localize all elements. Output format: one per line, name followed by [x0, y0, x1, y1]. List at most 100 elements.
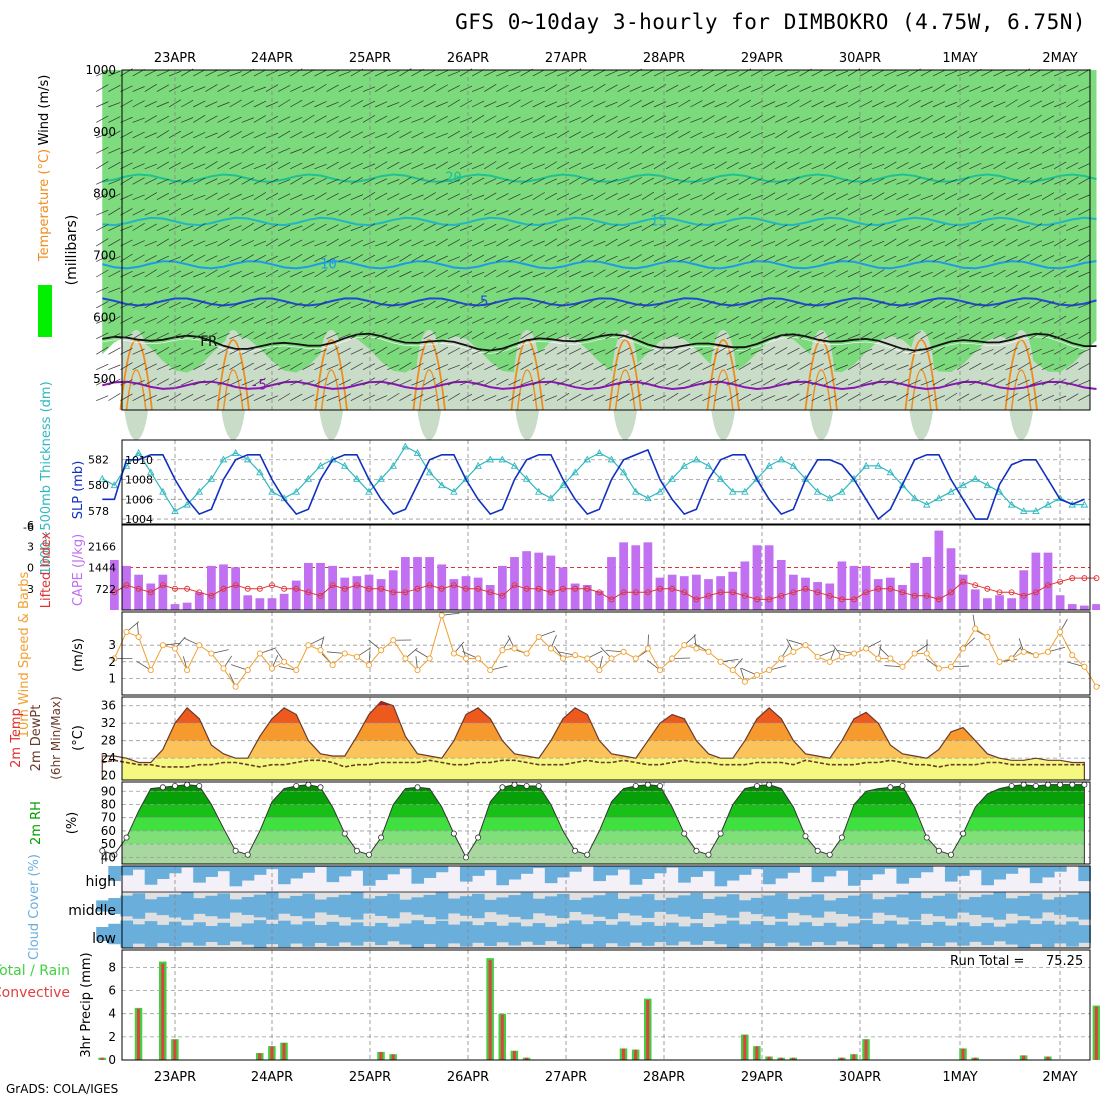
wind-barb [459, 302, 473, 309]
wind-barb [520, 254, 533, 262]
wind-barb [435, 178, 448, 185]
wind-barb [593, 377, 606, 386]
cloud-middle-bar [1005, 898, 1019, 914]
wind-barb [205, 332, 218, 340]
wind-barb [702, 163, 715, 170]
li-point [196, 589, 203, 596]
wind-barb [314, 132, 327, 139]
cloud-low-bar [472, 925, 485, 943]
wind-barb [581, 331, 594, 340]
cloud-low-bar [750, 921, 764, 947]
wind-barb [277, 393, 291, 401]
wind-barb [969, 100, 982, 108]
cape-bar [873, 579, 883, 610]
cloud-middle-bar [641, 894, 655, 918]
wind-barb [193, 114, 206, 123]
cloud-middle-bar [265, 892, 279, 920]
wind-barb [302, 380, 315, 386]
wind-barb [314, 69, 327, 77]
wind-barb [750, 69, 764, 77]
wind-barb [859, 177, 873, 185]
wind-barb [411, 317, 424, 324]
wind10m-point [378, 647, 385, 654]
thickness-point [971, 474, 980, 482]
pressure-tick: 700 [93, 248, 116, 262]
wind-barb [544, 363, 558, 371]
wind-barb [859, 362, 873, 371]
wind-barb [956, 99, 970, 108]
wind-barb [714, 224, 727, 231]
wind-barb [1005, 193, 1018, 201]
cape-bar [934, 530, 944, 610]
wind-barb [896, 99, 909, 108]
wind-barb [520, 271, 533, 278]
wind-barb [253, 115, 267, 123]
wind-barb [944, 224, 958, 231]
wind-barb [993, 301, 1006, 309]
cloud-high-bar [811, 866, 825, 883]
wind-barb [1029, 300, 1043, 309]
wind-barb [217, 364, 230, 371]
thickness-point [631, 487, 640, 495]
wind-barb [374, 301, 388, 309]
cloud-middle-bar [811, 894, 825, 918]
wind-barb [762, 115, 776, 123]
cloud-low-bar [338, 925, 352, 943]
wind-barb [1078, 100, 1091, 108]
wind-barb [799, 394, 812, 401]
wind-barb [290, 99, 303, 108]
wind-barb [205, 223, 218, 231]
wind-barb [1017, 333, 1030, 340]
wind-barb [459, 316, 473, 324]
wind-barb [435, 192, 448, 201]
wind-barb [969, 285, 982, 293]
dewpoint-line [102, 759, 1085, 768]
wind-barb [290, 208, 303, 216]
wind-barb [908, 208, 921, 216]
wind-barb [775, 287, 788, 293]
wind-barb [435, 101, 448, 108]
wind-barb [969, 194, 982, 201]
wind-barb [193, 132, 206, 139]
cloud-low-bar [1029, 924, 1043, 944]
wind-barb [544, 147, 558, 154]
wind-barb [387, 256, 400, 262]
wind-barb [193, 254, 206, 262]
wind-barb [156, 315, 170, 324]
wind-barb [447, 99, 461, 108]
wind-barb [859, 380, 873, 386]
wind-barb [108, 84, 121, 92]
cloud-high-bar [120, 866, 134, 876]
wind10m-point [1081, 663, 1088, 670]
wind-barb [969, 145, 982, 154]
wind-barb [847, 162, 861, 170]
wind-barb [338, 99, 351, 108]
cape-bar [110, 560, 119, 610]
wind-barb [229, 116, 242, 123]
cloud-middle-bar [750, 897, 764, 915]
rh2m-point [159, 784, 166, 791]
wind-barb [981, 377, 994, 386]
isotherm-30 [614, 369, 636, 411]
wind-barb [593, 146, 606, 154]
wind-barb [556, 116, 570, 123]
wind-barb [508, 148, 521, 154]
wind-barb [690, 285, 703, 293]
wind-barb [496, 101, 509, 108]
cape-bar [837, 561, 847, 610]
wind-barb [1078, 285, 1091, 293]
rh2m-unit-label: (%) [65, 812, 80, 835]
thickness-point [728, 487, 737, 495]
wind-barb [981, 363, 994, 371]
cape-bar [534, 552, 544, 610]
wind-barb [617, 393, 630, 401]
wind-barb [1078, 362, 1091, 371]
wind-barb [1041, 395, 1055, 401]
wind-barb [799, 131, 812, 139]
wind-barb [872, 394, 885, 401]
wind-barb [447, 147, 461, 154]
wind10m-point [329, 662, 336, 669]
wind-barb [229, 393, 242, 401]
wind-barb [775, 224, 788, 231]
wind-barb [508, 176, 521, 185]
